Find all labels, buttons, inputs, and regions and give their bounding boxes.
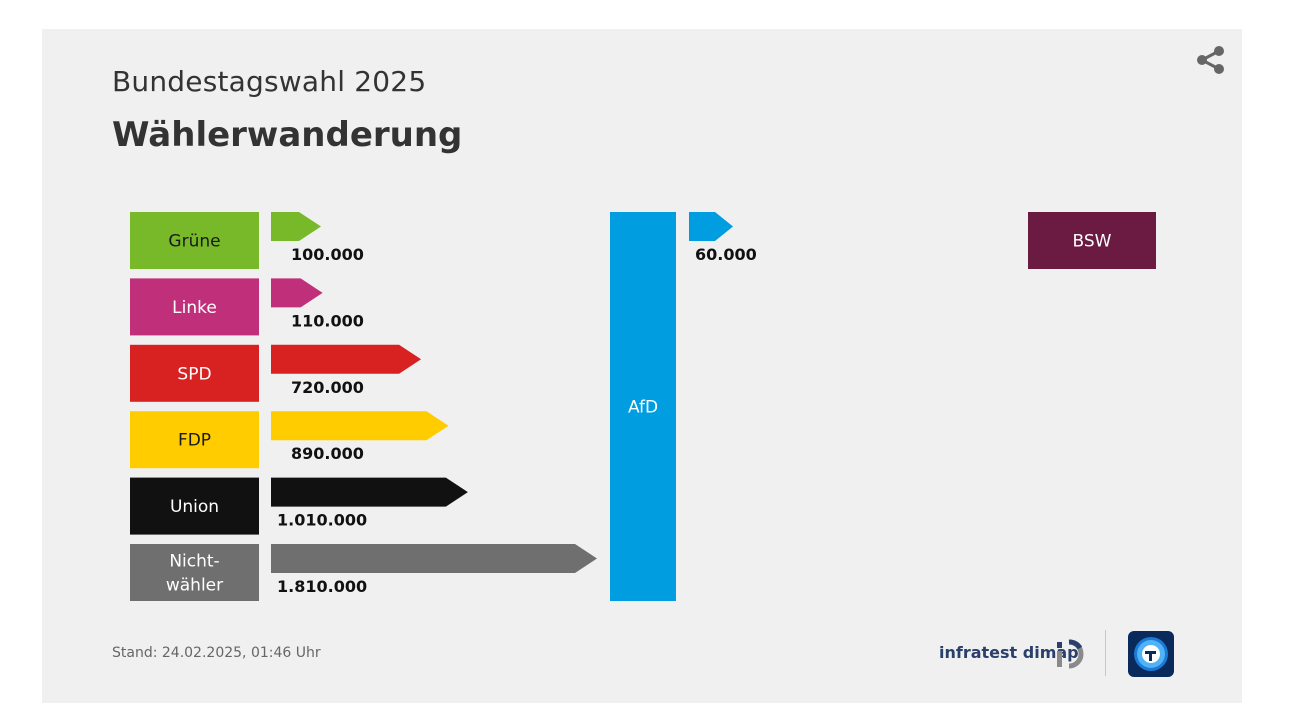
value-label-spd: 720.000 [291, 378, 364, 397]
value-label-linke: 110.000 [291, 311, 364, 330]
party-label-bsw: BSW [1073, 232, 1112, 252]
flow-arrow-fdp [271, 411, 449, 441]
footer-divider [1105, 630, 1106, 676]
party-box-grüne [130, 212, 259, 269]
party-box-fdp [130, 411, 259, 469]
party-label-linke: Linke [172, 298, 217, 318]
value-label-nicht-wähler: 1.810.000 [277, 577, 367, 596]
value-label-union: 1.010.000 [277, 511, 367, 530]
chart-subtitle: Bundestagswahl 2025 [112, 65, 427, 98]
party-box-spd [130, 344, 259, 402]
flow-arrow-union [271, 477, 468, 507]
source-infratest-dimap: infratest dimap [939, 643, 1079, 662]
value-label-bsw: 60.000 [695, 245, 757, 264]
flow-arrow-linke [271, 278, 323, 308]
target-label-afd: AfD [628, 398, 658, 418]
outflow-arrow-bsw [689, 212, 733, 241]
party-label-nicht-wähler: Nicht- [169, 552, 219, 572]
value-label-fdp: 890.000 [291, 444, 364, 463]
party-label-spd: SPD [177, 364, 211, 384]
share-icon[interactable] [1194, 43, 1228, 77]
flow-arrow-spd [271, 344, 422, 374]
flow-arrow-nicht-wähler [271, 544, 597, 573]
party-box-nicht-wähler [130, 544, 259, 601]
party-label-fdp: FDP [178, 431, 211, 451]
target-bar-afd [610, 212, 676, 601]
party-box-linke [130, 278, 259, 336]
flow-arrow-grüne [271, 212, 321, 241]
party-label-union: Union [170, 497, 219, 517]
party-label-nicht-wähler: wähler [166, 576, 223, 596]
party-box-union [130, 477, 259, 535]
infratest-dimap-logo-icon [1057, 639, 1084, 669]
value-label-grüne: 100.000 [291, 245, 364, 264]
tagesschau-logo-icon [1128, 631, 1174, 677]
chart-title: Wählerwanderung [112, 115, 463, 155]
timestamp-stand: Stand: 24.02.2025, 01:46 Uhr [112, 645, 321, 661]
party-box-bsw [1028, 212, 1156, 269]
party-label-grüne: Grüne [168, 232, 220, 252]
